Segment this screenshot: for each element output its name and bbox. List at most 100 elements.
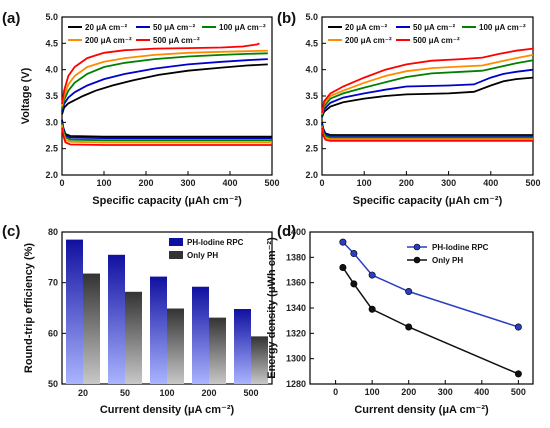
panel-d-x-tick-label: 200 (401, 387, 416, 397)
panel-d-y-tick-label: 1280 (286, 379, 306, 389)
panel-c-x-tick-label: 100 (159, 388, 174, 398)
panel-a-legend-label: 100 μA cm⁻² (219, 23, 266, 32)
panel-b-y-tick-label: 4.5 (305, 38, 318, 48)
panel-a-y-tick-label: 2.5 (45, 144, 58, 154)
panel-c-x-tick-label: 50 (120, 388, 130, 398)
panel-b-legend-label: 100 μA cm⁻² (479, 23, 526, 32)
panel-b-x-tick-label: 100 (357, 178, 372, 188)
panel-d-legend-marker (413, 243, 421, 251)
panel-a-x-tick-label: 100 (96, 178, 111, 188)
panel-b-x-tick-label: 400 (483, 178, 498, 188)
panel-a-x-axis-label: Specific capacity (μAh cm⁻²) (92, 195, 242, 207)
panel-d-y-tick-label: 1380 (286, 252, 306, 262)
panel-c-legend-swatch (169, 251, 183, 259)
panel-d: 0 100 200 300 400 500 1280 1300 1320 1340 1360 1380… (266, 223, 534, 416)
panel-a-series-4-discharge-line (61, 127, 272, 146)
panel-b-legend-label: 50 μA cm⁻² (413, 23, 456, 32)
panel-a-x-tick-label: 400 (222, 178, 237, 188)
panel-b-y-tick-label: 2.5 (305, 144, 318, 154)
panel-a-legend-label: 200 μA cm⁻² (85, 36, 132, 45)
panel-d-y-axis-label: Energy density (μWh cm⁻²) (266, 237, 278, 379)
panel-b-series-0-charge-line (321, 76, 534, 118)
panel-d-x-tick-label: 100 (365, 387, 380, 397)
panel-b-series-2-charge-line (321, 59, 534, 116)
panel-c-bar-only-ph (125, 291, 142, 384)
panel-b-series-4-discharge-line (321, 127, 533, 142)
panel-d-series-0-line (342, 241, 519, 328)
panel-a-legend-label: 50 μA cm⁻² (153, 23, 196, 32)
panel-a-series-1-charge-line (61, 58, 268, 113)
panel-c-x-axis-label: Current density (μA cm⁻²) (100, 404, 235, 416)
panel-b-y-tick-label: 2.0 (305, 170, 318, 180)
panel-d-series-1-line (342, 267, 519, 375)
panel-d-x-tick-label: 400 (474, 387, 489, 397)
panel-c-x-tick-label: 200 (201, 388, 216, 398)
panel-c-legend-label: Only PH (187, 251, 218, 260)
panel-b-series-0-discharge-line (321, 122, 533, 136)
panel-b-x-tick-label: 300 (441, 178, 456, 188)
panel-a-series-4-charge-line (61, 42, 260, 105)
panel-c-bar-ph-iodine (192, 286, 209, 384)
panel-c-bar-only-ph (209, 317, 226, 384)
panel-c-x-tick-label: 20 (78, 388, 88, 398)
panel-d-y-tick-label: 1300 (286, 354, 306, 364)
panel-a-series-0-discharge-line (61, 119, 272, 138)
panel-c-y-tick-label: 50 (48, 379, 58, 389)
panel-d-series-0-point (405, 288, 413, 296)
panel-c-y-tick-label: 60 (48, 328, 58, 338)
panel-d-series-1-point (514, 370, 522, 378)
panel-b-label: (b) (277, 10, 296, 27)
panel-b-legend-label: 20 μA cm⁻² (345, 23, 388, 32)
panel-c-legend-swatch (169, 238, 183, 246)
panel-c-bar-ph-iodine (150, 276, 167, 384)
panel-d-legend-label: Only PH (432, 256, 463, 265)
panel-d-series-0-point (339, 238, 347, 246)
panel-a-legend-label: 500 μA cm⁻² (153, 36, 200, 45)
panel-b-y-tick-label: 3.0 (305, 117, 318, 127)
panel-a-y-tick-label: 4.5 (45, 38, 58, 48)
panel-d-series-0-point (368, 271, 376, 279)
panel-b-x-axis-label: Specific capacity (μAh cm⁻²) (353, 195, 503, 207)
panel-a-x-tick-label: 0 (59, 178, 64, 188)
panel-c-bar-ph-iodine (108, 254, 125, 384)
panel-c-y-tick-label: 80 (48, 227, 58, 237)
panel-c-x-tick-label: 500 (243, 388, 258, 398)
panel-a-x-tick-label: 200 (138, 178, 153, 188)
panel-b-x-tick-label: 500 (525, 178, 540, 188)
panel-a-y-tick-label: 3.5 (45, 91, 58, 101)
panel-a-series-2-charge-line (61, 52, 268, 110)
panel-d-x-tick-label: 500 (511, 387, 526, 397)
panel-a: 0 100 200 300 400 500 2.0 2.5 3.0 3.5 4.0 4.5 5.0 20 … (2, 10, 280, 207)
panel-c-bar-only-ph (83, 273, 100, 384)
panel-a-y-tick-label: 2.0 (45, 170, 58, 180)
panel-a-x-tick-label: 500 (264, 178, 279, 188)
panel-c-legend-label: PH-Iodine RPC (187, 238, 244, 247)
panel-b-legend-label: 200 μA cm⁻² (345, 36, 392, 45)
panel-a-y-tick-label: 3.0 (45, 117, 58, 127)
panel-a-series-0-charge-line (61, 63, 268, 115)
panel-b-series-4-charge-line (321, 47, 534, 114)
panel-c-y-axis-label: Round-trip efficiency (%) (23, 243, 35, 374)
panel-c-y-tick-label: 70 (48, 278, 58, 288)
panel-d-x-tick-label: 0 (333, 387, 338, 397)
panel-c-bar-only-ph (251, 336, 268, 384)
panel-d-y-tick-label: 1400 (286, 227, 306, 237)
panel-a-series-3-charge-line (61, 49, 268, 107)
panel-d-series-0-point (514, 323, 522, 331)
panel-d-label: (d) (277, 223, 296, 240)
panel-d-x-axis-label: Current density (μA cm⁻²) (354, 404, 489, 416)
panel-b-y-tick-label: 5.0 (305, 12, 318, 22)
panel-d-series-0-point (350, 250, 358, 258)
panel-d-y-tick-label: 1340 (286, 303, 306, 313)
panel-d-series-1-point (405, 323, 413, 331)
panel-c: 50 60 70 80 20 50 100 200 500 PH-Iodine RPC Only P… (2, 223, 273, 416)
panel-c-bar-ph-iodine (66, 239, 83, 384)
panel-a-y-axis-label: Voltage (V) (20, 67, 32, 124)
panel-d-series-1-point (339, 263, 347, 271)
panel-d-legend-label: PH-Iodine RPC (432, 243, 489, 252)
panel-b-legend-label: 500 μA cm⁻² (413, 36, 460, 45)
panel-d-series-1-point (350, 280, 358, 288)
panel-d-x-tick-label: 300 (438, 387, 453, 397)
panel-b-series-3-charge-line (321, 54, 534, 115)
